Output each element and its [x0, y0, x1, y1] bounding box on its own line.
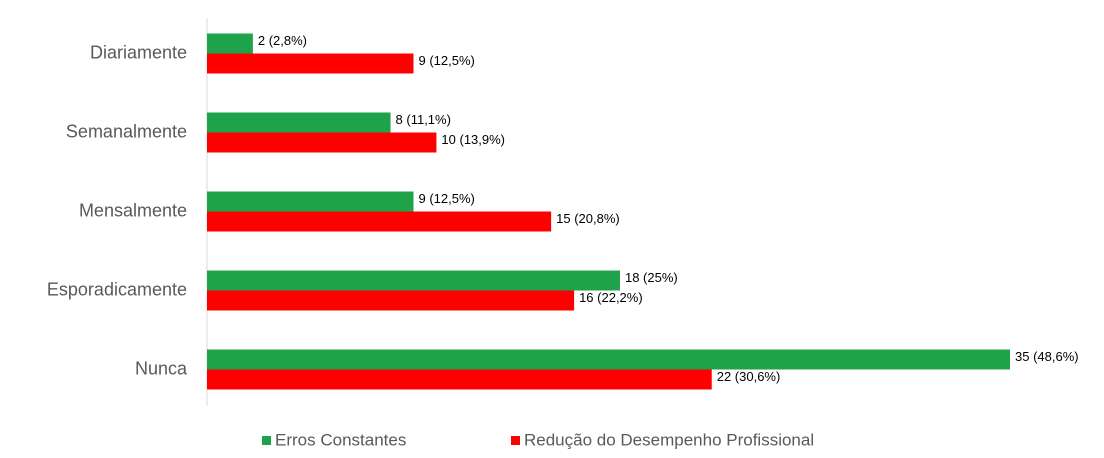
bar: [207, 369, 712, 390]
legend-swatch: [511, 436, 520, 445]
bar: [207, 211, 552, 232]
legend-swatch: [262, 436, 271, 445]
value-label: 16 (22,2%): [579, 290, 643, 305]
value-label: 9 (12,5%): [418, 53, 474, 68]
value-label: 10 (13,9%): [441, 132, 505, 147]
value-label: 2 (2,8%): [258, 33, 307, 48]
legend-label: Redução do Desempenho Profissional: [524, 430, 814, 449]
bar: [207, 349, 1010, 370]
bar: [207, 33, 253, 54]
value-label: 9 (12,5%): [418, 191, 474, 206]
value-label: 22 (30,6%): [717, 369, 781, 384]
category-label: Esporadicamente: [47, 279, 187, 299]
value-label: 15 (20,8%): [556, 211, 620, 226]
category-label: Nunca: [135, 358, 188, 378]
category-label: Mensalmente: [79, 200, 187, 220]
bar: [207, 132, 437, 153]
bar: [207, 270, 620, 291]
value-label: 8 (11,1%): [396, 112, 451, 127]
bar: [207, 112, 391, 133]
legend-label: Erros Constantes: [275, 430, 406, 449]
category-label: Diariamente: [90, 42, 187, 62]
value-label: 35 (48,6%): [1015, 349, 1079, 364]
bar: [207, 53, 414, 74]
category-label: Semanalmente: [66, 121, 187, 141]
value-label: 18 (25%): [625, 270, 678, 285]
bar: [207, 191, 414, 212]
bar: [207, 290, 575, 311]
